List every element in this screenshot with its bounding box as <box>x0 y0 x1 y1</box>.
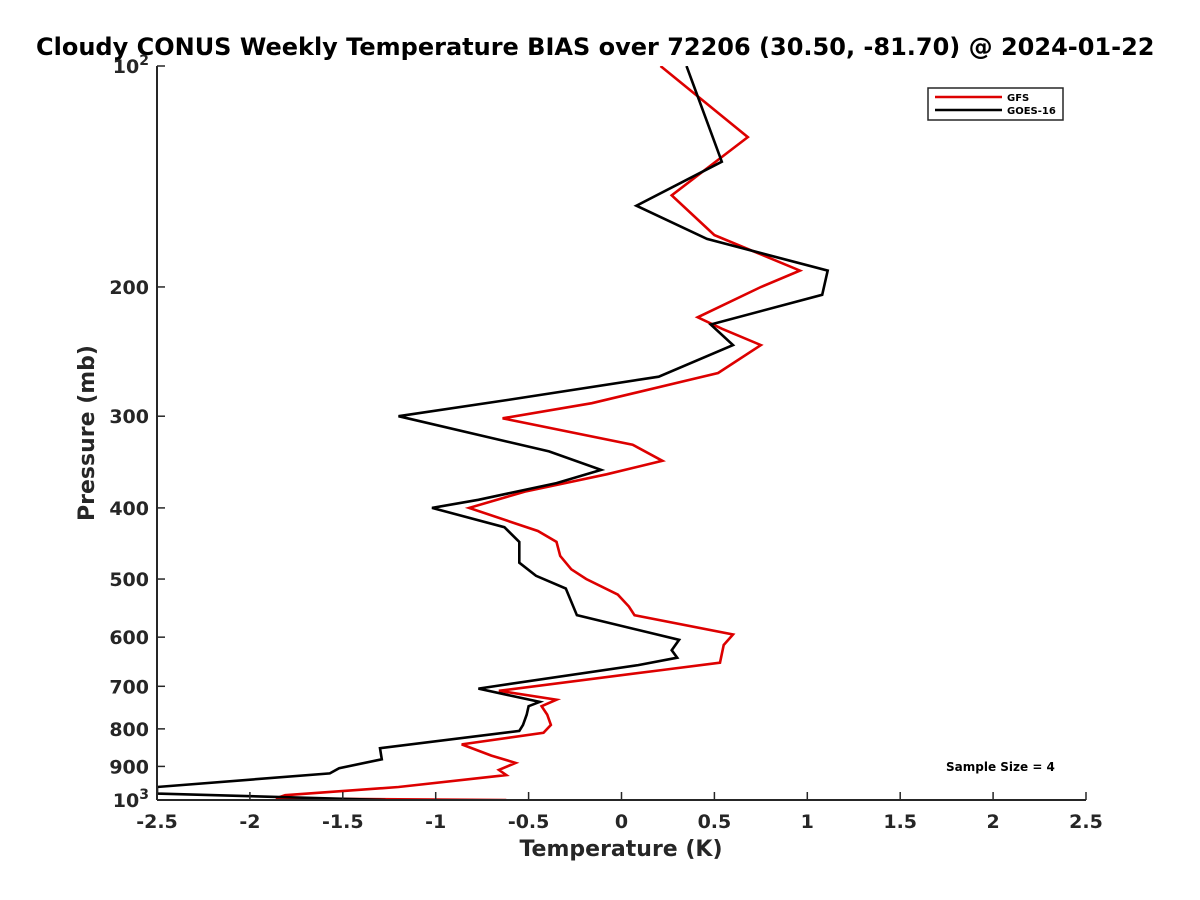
x-ticks: -2.5 -2 -1.5 -1 -0.5 0 0.5 1 1.5 2 2.5 <box>136 792 1103 833</box>
x-tick-label: 1.5 <box>883 811 917 833</box>
y-tick-label-base: 900 <box>109 756 149 778</box>
series-line-gfs <box>275 66 804 800</box>
y-tick-label: 800 <box>109 719 149 741</box>
y-tick-label-base: 400 <box>109 498 149 520</box>
x-tick-label: 1 <box>801 811 814 833</box>
sample-size-annotation: Sample Size = 4 <box>946 760 1055 774</box>
plot-area <box>157 66 830 800</box>
y-tick-label-base: 200 <box>109 277 149 299</box>
chart-title: Cloudy CONUS Weekly Temperature BIAS ove… <box>36 33 1154 61</box>
y-tick-label: 600 <box>109 627 149 649</box>
x-tick-label: -2.5 <box>136 811 178 833</box>
x-axis-label: Temperature (K) <box>519 837 722 862</box>
y-tick-label: 200 <box>109 277 149 299</box>
x-tick-label: 2.5 <box>1069 811 1103 833</box>
x-tick-label: 0 <box>615 811 628 833</box>
y-tick-label: 500 <box>109 569 149 591</box>
legend: GFS GOES-16 <box>927 87 1064 121</box>
y-tick-label: 700 <box>109 676 149 698</box>
x-tick-label: -1 <box>425 811 446 833</box>
y-tick-label-base: 300 <box>109 406 149 428</box>
y-tick-label-base: 800 <box>109 719 149 741</box>
y-tick-label: 102 <box>113 53 149 78</box>
series-line-goes16 <box>157 66 830 800</box>
y-tick-label: 400 <box>109 498 149 520</box>
y-tick-label-base: 600 <box>109 627 149 649</box>
y-tick-label-base: 700 <box>109 676 149 698</box>
x-tick-label: 0.5 <box>698 811 732 833</box>
y-tick-label-base: 10 <box>113 56 139 78</box>
y-tick-label-exponent: 2 <box>139 53 149 69</box>
y-tick-label-base: 10 <box>113 790 139 812</box>
legend-label-gfs: GFS <box>1007 93 1029 104</box>
x-tick-label: 2 <box>986 811 999 833</box>
y-tick-label-exponent: 3 <box>139 787 149 803</box>
x-tick-label: -2 <box>239 811 260 833</box>
y-tick-label: 300 <box>109 406 149 428</box>
y-axis-label: Pressure (mb) <box>75 345 100 521</box>
x-tick-label: -0.5 <box>508 811 550 833</box>
y-tick-label: 900 <box>109 756 149 778</box>
legend-label-goes16: GOES-16 <box>1007 106 1056 117</box>
y-tick-label-base: 500 <box>109 569 149 591</box>
legend-box <box>927 87 1064 121</box>
x-tick-label: -1.5 <box>322 811 364 833</box>
y-tick-label: 103 <box>113 787 149 812</box>
